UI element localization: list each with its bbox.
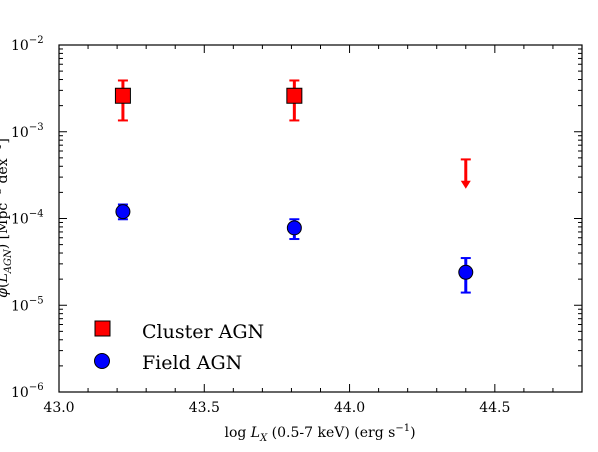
x-axis-title: log LX (0.5-7 keV) (erg s−1): [224, 423, 415, 444]
field-agn-point: [286, 220, 302, 236]
x-tick-label: 43.0: [43, 400, 74, 416]
x-tick-label: 44.0: [334, 400, 365, 416]
plot-frame: [58, 44, 583, 393]
y-tick-label: 10−5: [11, 295, 44, 314]
legend-marker-cluster-agn: [94, 320, 111, 337]
y-tick-label: 10−2: [11, 35, 44, 54]
legend-label-cluster-agn: Cluster AGN: [142, 321, 264, 343]
cluster-agn-point: [114, 87, 131, 104]
x-tick-label: 43.5: [189, 400, 220, 416]
legend: Cluster AGN Field AGN: [94, 320, 264, 374]
x-tick-label: 44.5: [479, 400, 510, 416]
y-tick-label: 10−3: [11, 122, 44, 141]
cluster-agn-upper-limit-arrow: [460, 180, 471, 189]
y-tick-label: 10−4: [11, 209, 44, 228]
legend-marker-field-agn: [94, 353, 110, 369]
x-axis-ticks: 43.0 43.5 44.0 44.5: [43, 45, 554, 416]
cluster-agn-point: [286, 87, 303, 104]
y-tick-label: 10−6: [11, 382, 44, 401]
y-axis-ticks: 10−6 10−5 10−4 10−3 10−2: [11, 35, 582, 401]
legend-label-field-agn: Field AGN: [142, 352, 242, 374]
y-axis-title: φ(LAGN) [Mpc−3 dex−1]: [0, 138, 14, 298]
field-agn-point: [115, 204, 131, 220]
chart-marks: [114, 79, 474, 294]
field-agn-point: [458, 264, 474, 280]
